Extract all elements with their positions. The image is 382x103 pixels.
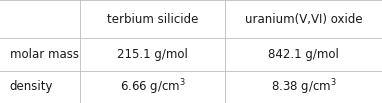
Text: 842.1 g/mol: 842.1 g/mol <box>268 48 339 61</box>
Text: 6.66 g/cm$^3$: 6.66 g/cm$^3$ <box>120 77 186 97</box>
Text: 8.38 g/cm$^3$: 8.38 g/cm$^3$ <box>271 77 337 97</box>
Text: density: density <box>10 80 53 93</box>
Text: uranium(V,VI) oxide: uranium(V,VI) oxide <box>245 13 363 26</box>
Text: 215.1 g/mol: 215.1 g/mol <box>117 48 188 61</box>
Text: terbium silicide: terbium silicide <box>107 13 199 26</box>
Text: molar mass: molar mass <box>10 48 79 61</box>
